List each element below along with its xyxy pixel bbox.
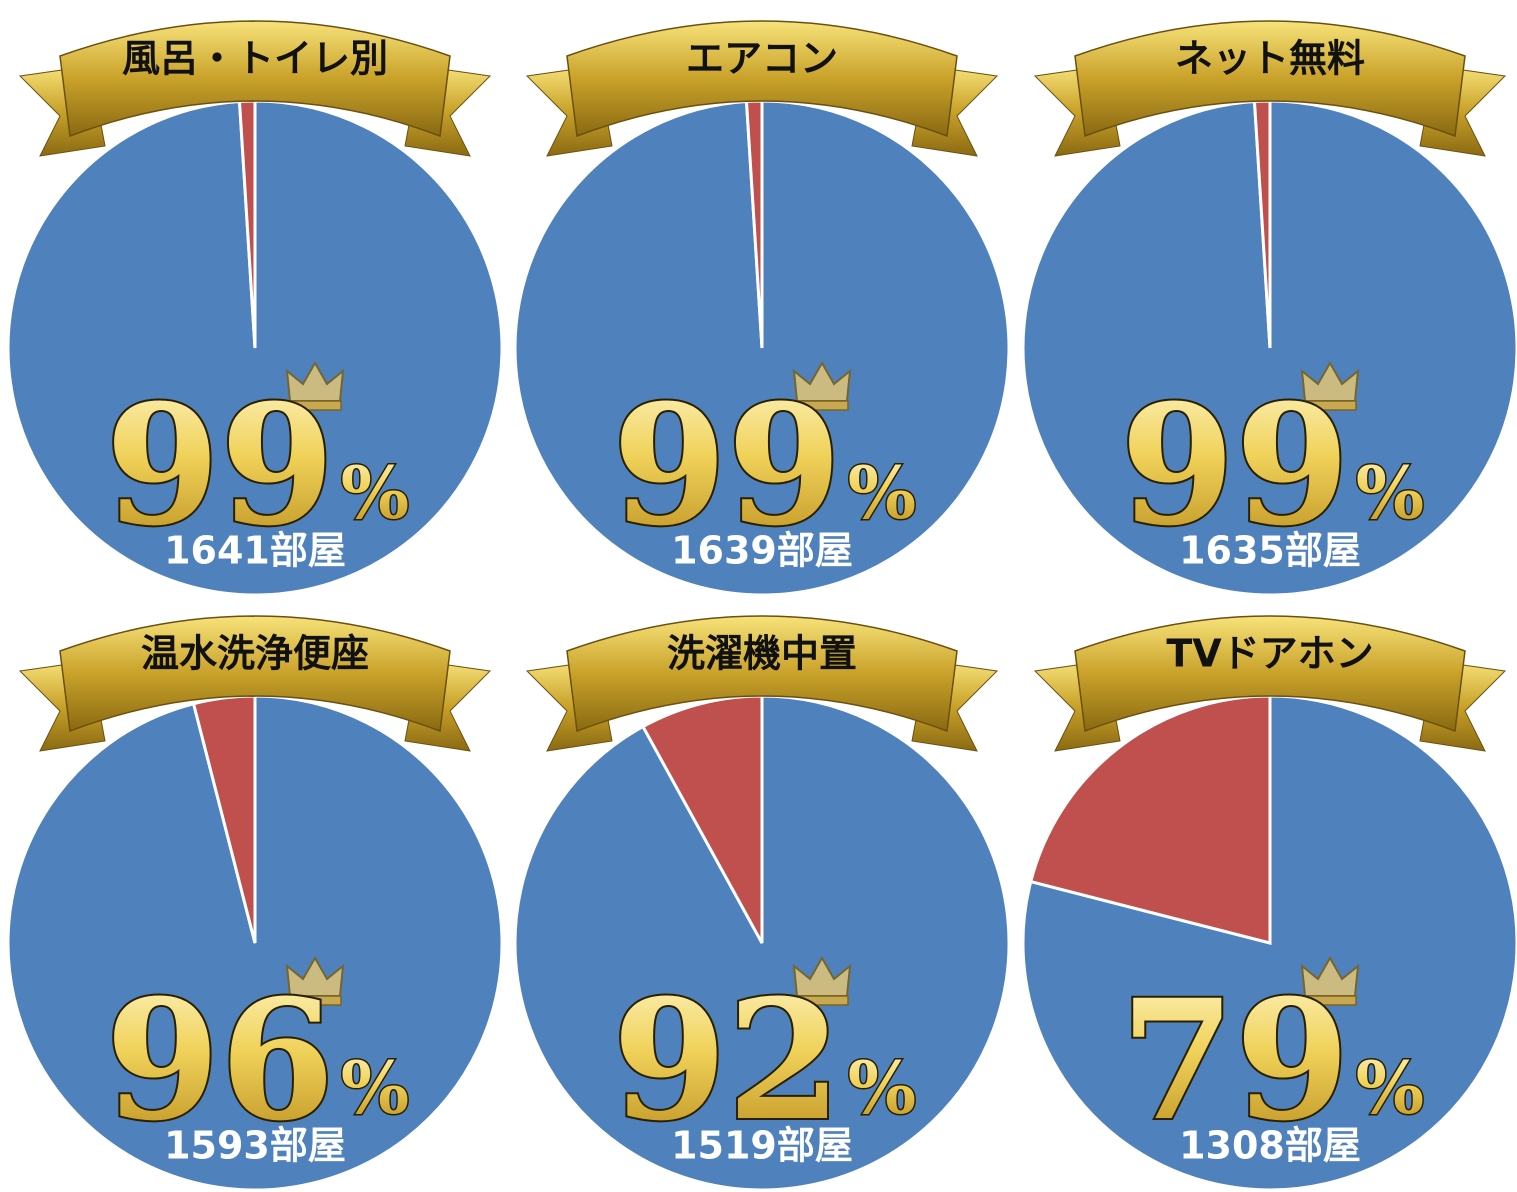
unit-label: % <box>341 450 409 535</box>
chart-title: ネット無料 <box>1175 37 1365 81</box>
infographic: 風呂・トイレ別99%1641部屋エアコン99%1639部屋ネット無料99%163… <box>0 0 1517 1192</box>
count-label: 1641部屋 <box>164 529 346 573</box>
count-label: 1639部屋 <box>671 529 853 573</box>
chart-title: エアコン <box>686 37 838 81</box>
unit-label: % <box>341 1045 409 1130</box>
count-label: 1308部屋 <box>1179 1124 1361 1168</box>
unit-label: % <box>1356 1045 1424 1130</box>
chart-title: 温水洗浄便座 <box>141 632 369 676</box>
unit-label: % <box>848 1045 916 1130</box>
unit-label: % <box>1356 450 1424 535</box>
chart-title: 風呂・トイレ別 <box>122 37 388 81</box>
count-label: 1519部屋 <box>671 1124 853 1168</box>
chart-title: TVドアホン <box>1166 632 1373 676</box>
count-label: 1593部屋 <box>164 1124 346 1168</box>
count-label: 1635部屋 <box>1179 529 1361 573</box>
chart-title: 洗濯機中置 <box>667 632 857 676</box>
unit-label: % <box>848 450 916 535</box>
